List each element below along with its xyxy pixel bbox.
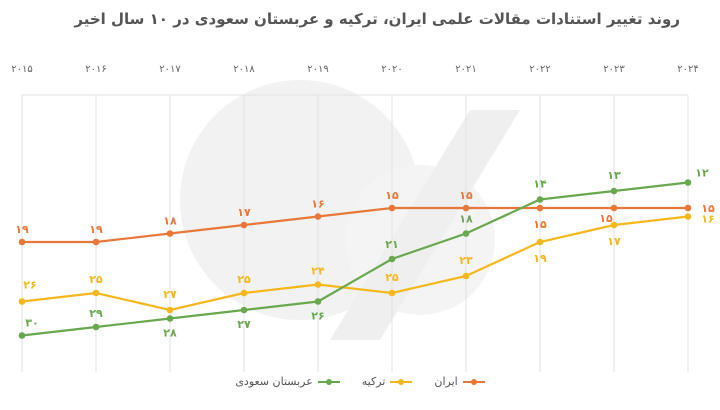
data-label: ۲۸: [163, 327, 177, 340]
legend-label: ترکیه: [361, 375, 386, 388]
legend: ایران ترکیه عربستان سعودی: [0, 375, 720, 388]
data-point: [240, 289, 248, 297]
data-point: [684, 204, 692, 212]
data-label: ۱۹: [533, 252, 547, 265]
data-point: [314, 213, 322, 220]
data-point: [462, 204, 470, 212]
x-tick-label: ۲۰۲۰: [381, 64, 402, 75]
data-point: [388, 255, 396, 263]
x-tick-label: ۲۰۲۲: [529, 64, 550, 75]
x-tick-label: ۲۰۲۴: [677, 64, 698, 75]
data-point: [610, 204, 618, 212]
data-point: [166, 315, 174, 322]
series-line: [21, 181, 689, 337]
data-label: ۲۶: [23, 279, 36, 292]
data-label: ۲۱: [385, 238, 398, 251]
data-label: ۳۰: [25, 317, 38, 330]
data-point: [536, 238, 544, 246]
data-point: [314, 281, 322, 288]
data-point: [462, 230, 470, 237]
data-label: ۲۷: [163, 288, 177, 301]
data-point: [92, 289, 100, 297]
data-point: [240, 221, 248, 229]
data-label: ۱۵: [599, 212, 613, 225]
data-point: [92, 323, 100, 331]
data-point: [240, 306, 248, 314]
data-point: [536, 204, 544, 212]
data-point: [166, 230, 174, 237]
data-point: [610, 187, 618, 195]
data-label: ۱۶: [701, 213, 714, 226]
data-label: ۱۵: [459, 189, 473, 202]
data-point: [536, 196, 544, 203]
legend-item: ترکیه: [362, 375, 413, 388]
data-label: ۲۹: [89, 307, 103, 320]
data-point: [92, 238, 100, 246]
legend-item: عربستان سعودی: [235, 375, 340, 388]
x-tick-label: ۲۰۱۹: [307, 64, 328, 75]
data-label: ۱۵: [385, 189, 399, 202]
series-line: [21, 215, 689, 312]
data-point: [388, 289, 396, 297]
data-point: [166, 306, 174, 314]
data-label: ۲۵: [385, 271, 399, 284]
data-label: ۲۵: [237, 273, 251, 286]
data-label: ۱۵: [533, 218, 547, 231]
data-label: ۱۲: [695, 167, 709, 180]
legend-item: ایران: [434, 375, 485, 388]
x-tick-label: ۲۰۱۸: [233, 64, 255, 75]
x-tick-label: ۲۰۲۳: [603, 64, 625, 75]
data-point: [462, 272, 470, 280]
legend-label: عربستان سعودی: [235, 375, 313, 388]
series-line: [22, 206, 688, 244]
data-label: ۱۷: [237, 206, 251, 219]
legend-label: ایران: [434, 375, 458, 388]
data-label: ۱۳: [607, 169, 621, 182]
data-point: [610, 221, 618, 229]
data-label: ۱۸: [459, 213, 473, 226]
data-label: ۲۵: [89, 273, 103, 286]
data-point: [314, 298, 322, 305]
chart-title: روند تغییر استنادات مقالات علمی ایران، ت…: [74, 10, 680, 28]
legend-swatch: [390, 378, 413, 385]
data-label: ۲۴: [311, 265, 325, 278]
data-point: [684, 213, 692, 220]
data-label: ۱۶: [311, 198, 324, 211]
data-label: ۱۹: [89, 223, 103, 236]
data-label: ۱۵: [701, 202, 715, 215]
data-label: ۱۷: [607, 235, 621, 248]
data-point: [388, 204, 396, 212]
data-point: [18, 238, 26, 246]
data-point: [684, 179, 692, 186]
data-label: ۱۸: [163, 215, 177, 228]
data-label: ۲۷: [237, 318, 251, 331]
data-point: [18, 332, 26, 339]
data-label: ۱۹: [15, 223, 29, 236]
watermark-logo: [330, 110, 520, 340]
x-tick-label: ۲۰۱۷: [159, 64, 181, 75]
data-point: [18, 298, 26, 305]
x-tick-label: ۲۰۱۶: [85, 64, 106, 75]
x-tick-label: ۲۰۱۵: [11, 64, 32, 75]
legend-swatch: [317, 378, 340, 385]
data-label: ۲۳: [459, 254, 473, 267]
legend-swatch: [462, 378, 485, 385]
x-tick-label: ۲۰۲۱: [455, 64, 476, 75]
data-label: ۱۴: [533, 178, 547, 191]
data-label: ۲۶: [311, 310, 324, 323]
